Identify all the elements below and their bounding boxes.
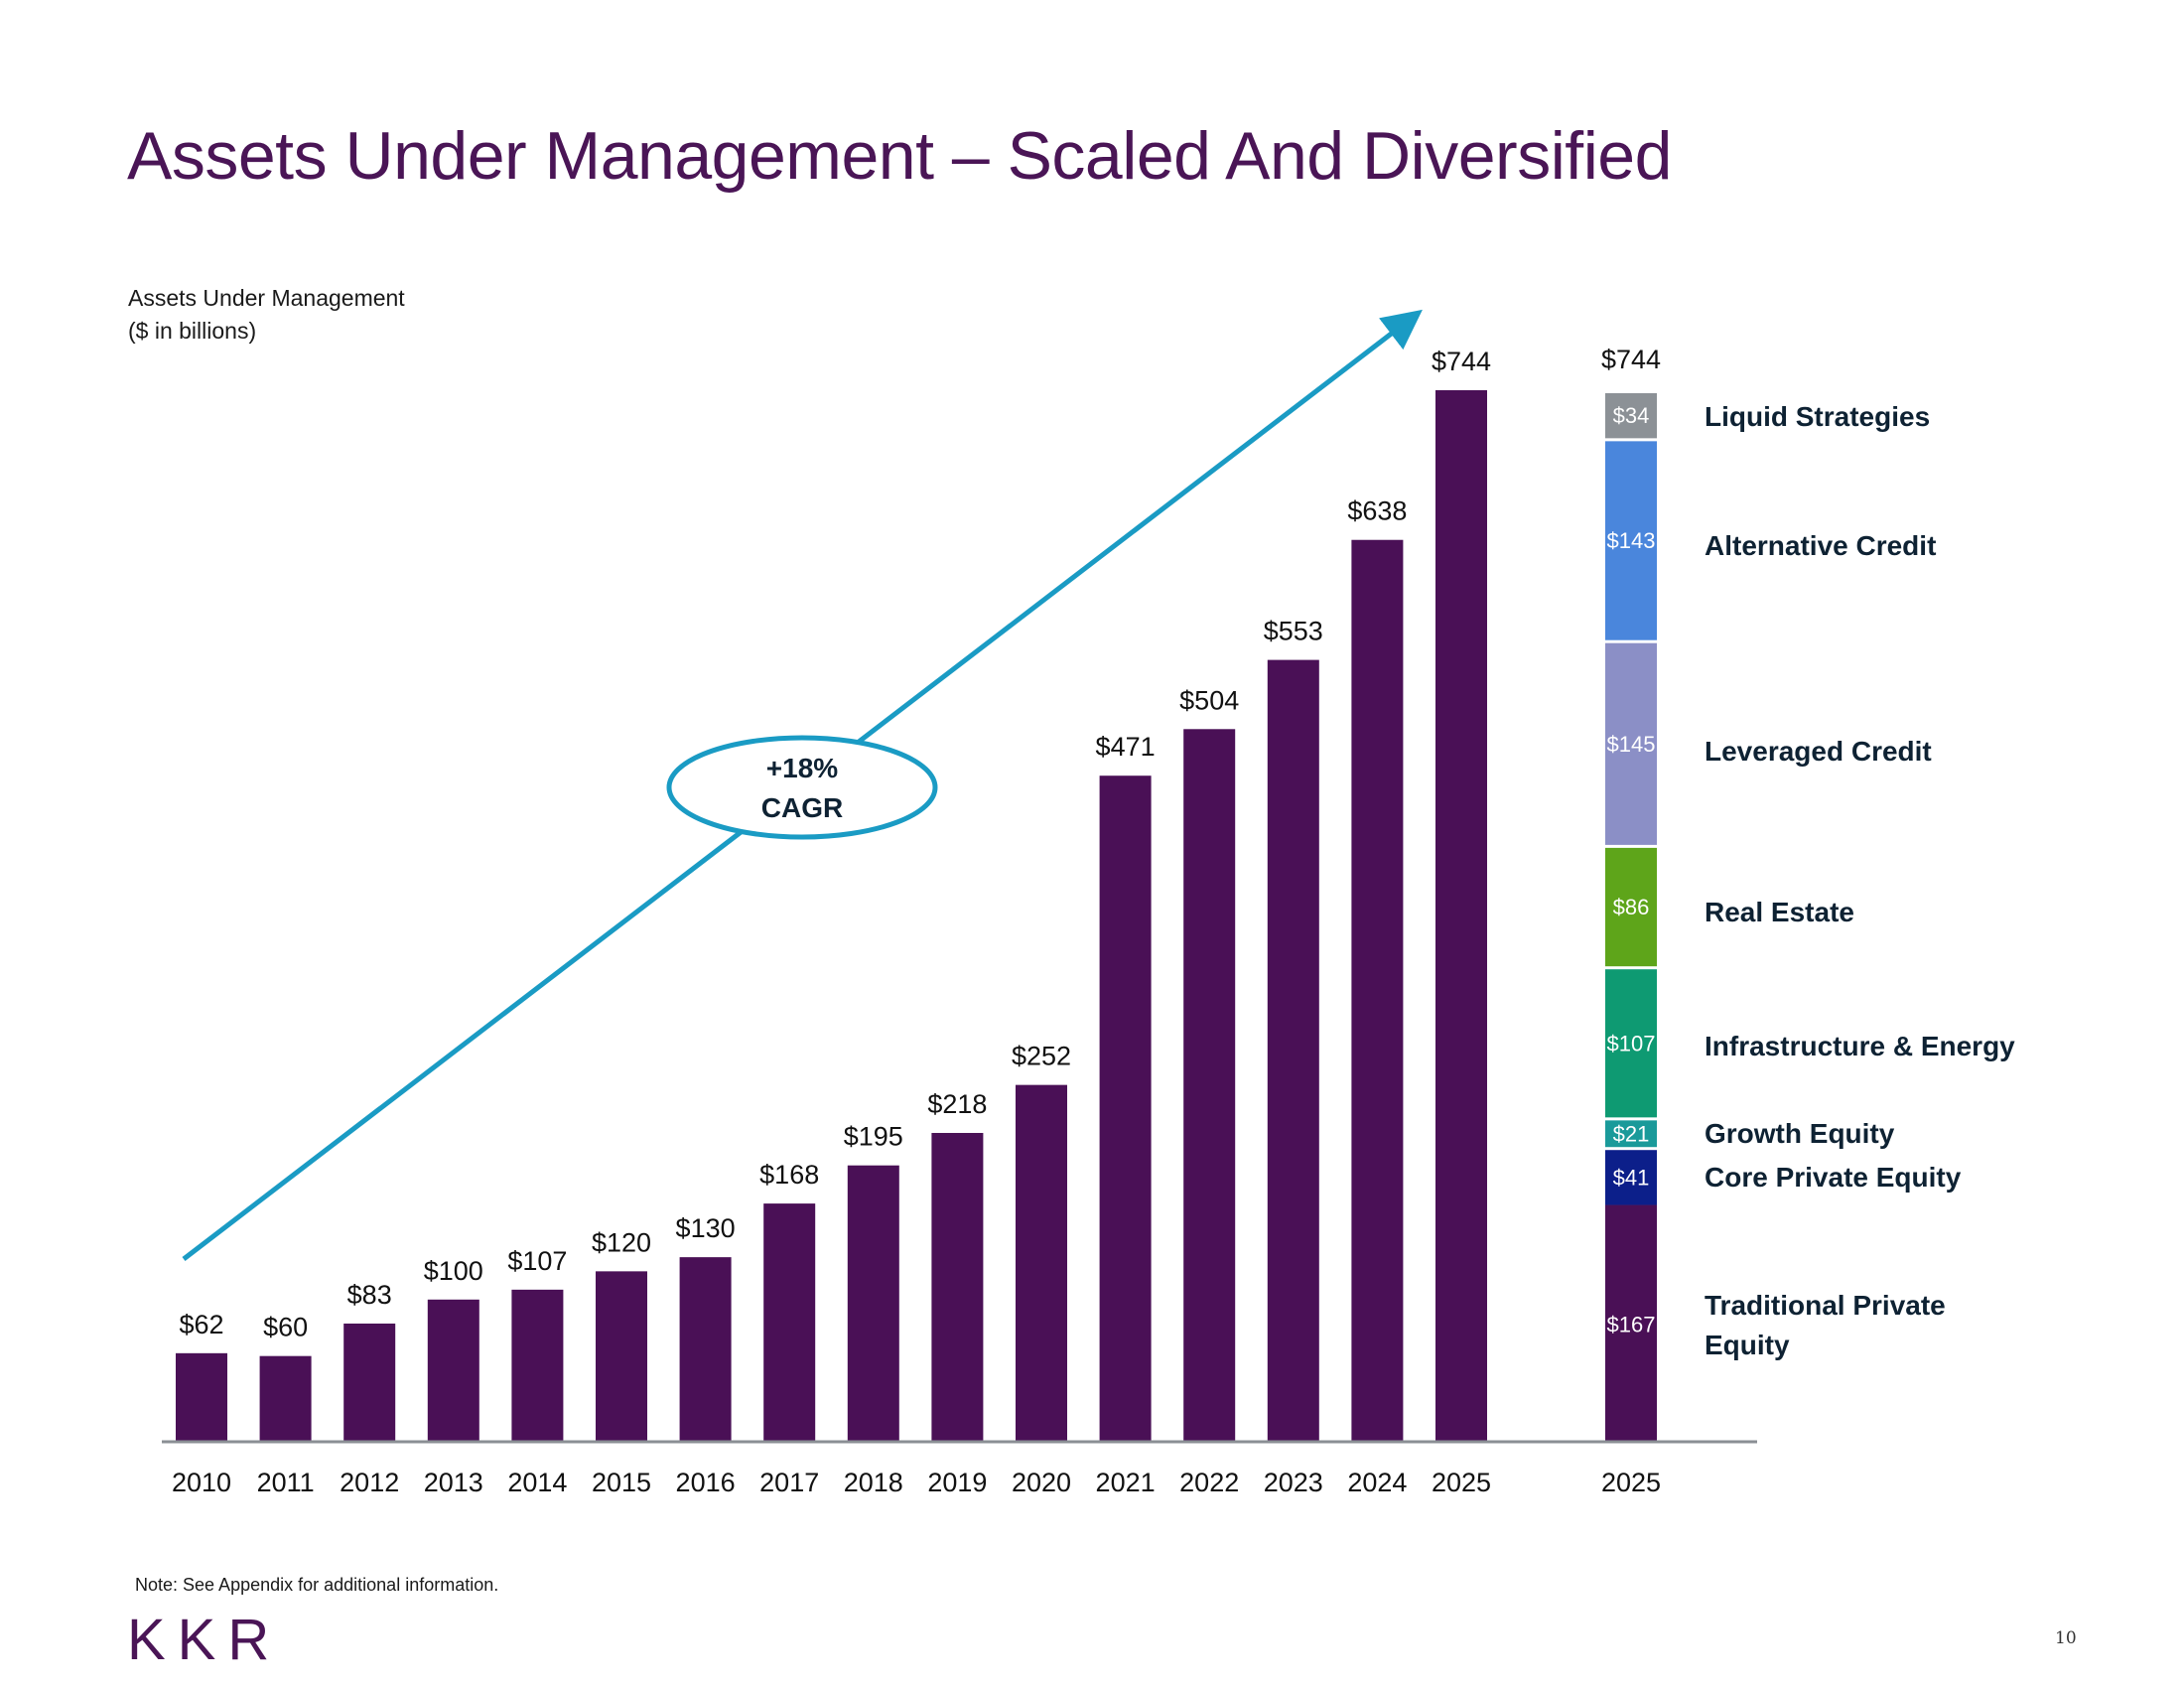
x-tick-label: 2024 xyxy=(1347,1468,1407,1497)
bar-2024 xyxy=(1351,539,1404,1441)
legend-item: Leveraged Credit xyxy=(1705,736,1932,767)
bar-2022 xyxy=(1183,729,1236,1441)
legend-item: Liquid Strategies xyxy=(1705,401,1931,432)
bar-2012 xyxy=(343,1323,396,1441)
stack-segment xyxy=(1605,1150,1657,1205)
legend-item: Real Estate xyxy=(1705,897,1854,927)
bar-value-label: $107 xyxy=(507,1246,567,1276)
stack-segment xyxy=(1605,1120,1657,1148)
stack-segment xyxy=(1605,642,1657,845)
bar-2011 xyxy=(259,1355,312,1441)
stack-segment xyxy=(1605,441,1657,640)
bar-value-label: $60 xyxy=(263,1313,308,1342)
bar-2020 xyxy=(1016,1084,1067,1441)
bar-2015 xyxy=(596,1271,647,1441)
chart-subtitle: Assets Under Management ($ in billions) xyxy=(128,282,405,348)
footnote: Note: See Appendix for additional inform… xyxy=(135,1575,499,1595)
bar-value-label: $130 xyxy=(676,1213,736,1243)
bar-value-label: $252 xyxy=(1012,1042,1071,1071)
bar-value-label: $168 xyxy=(759,1160,819,1190)
legend-item: Growth Equity xyxy=(1705,1118,1895,1149)
bar-value-label: $218 xyxy=(927,1089,987,1119)
kkr-logo: KKR xyxy=(127,1608,282,1672)
stack-segment-label: $86 xyxy=(1613,895,1650,919)
bar-value-label: $83 xyxy=(347,1280,392,1310)
x-tick-label: 2025 xyxy=(1601,1468,1661,1497)
x-tick-label: 2014 xyxy=(507,1468,567,1497)
stack-segment-label: $145 xyxy=(1607,732,1656,757)
bar-2021 xyxy=(1099,775,1152,1441)
bar-value-label: $638 xyxy=(1347,496,1407,526)
stack-segment xyxy=(1605,393,1657,439)
legend-item: Infrastructure & Energy xyxy=(1705,1031,2015,1061)
stack-segment-label: $167 xyxy=(1607,1312,1656,1336)
x-tick-label: 2025 xyxy=(1432,1468,1491,1497)
stack-segment xyxy=(1605,1204,1657,1441)
bar-2010 xyxy=(176,1352,227,1441)
x-tick-label: 2012 xyxy=(340,1468,399,1497)
bar-2013 xyxy=(427,1299,479,1441)
stack-segment-label: $41 xyxy=(1613,1165,1650,1190)
x-tick-label: 2018 xyxy=(844,1468,903,1497)
stack-segment xyxy=(1605,969,1657,1118)
bar-2018 xyxy=(847,1165,899,1441)
x-tick-label: 2016 xyxy=(676,1468,736,1497)
bar-2017 xyxy=(763,1203,816,1441)
stack-segment-label: $107 xyxy=(1607,1031,1656,1055)
page-number: 10 xyxy=(2055,1628,2077,1648)
x-tick-label: 2010 xyxy=(172,1468,231,1497)
bar-value-label: $504 xyxy=(1179,685,1239,715)
stack-total-label: $744 xyxy=(1601,345,1661,374)
cagr-value: +18% xyxy=(766,753,838,783)
x-tick-label: 2013 xyxy=(424,1468,483,1497)
stack-segment-label: $21 xyxy=(1613,1121,1650,1146)
cagr-ellipse xyxy=(666,735,938,840)
x-tick-label: 2011 xyxy=(257,1468,315,1497)
bar-2025 xyxy=(1435,390,1487,1441)
legend-item: Alternative Credit xyxy=(1705,530,1937,561)
bar-value-label: $744 xyxy=(1432,347,1491,376)
x-tick-label: 2015 xyxy=(592,1468,651,1497)
legend-item: Core Private Equity xyxy=(1705,1162,1962,1193)
legend-item: Traditional Private Equity xyxy=(1705,1290,1946,1360)
page-title: Assets Under Management – Scaled And Div… xyxy=(127,118,1672,194)
subtitle-line-1: Assets Under Management xyxy=(128,285,405,311)
x-tick-label: 2020 xyxy=(1012,1468,1071,1497)
bar-value-label: $195 xyxy=(844,1122,903,1152)
bar-value-label: $120 xyxy=(592,1227,651,1257)
x-tick-label: 2022 xyxy=(1179,1468,1239,1497)
x-tick-label: 2021 xyxy=(1096,1468,1156,1497)
cagr-annotation: +18% CAGR xyxy=(666,735,938,840)
x-tick-label: 2017 xyxy=(759,1468,819,1497)
cagr-label: CAGR xyxy=(761,792,843,823)
stack-segment xyxy=(1605,847,1657,967)
bar-value-label: $553 xyxy=(1264,617,1323,646)
bar-value-label: $100 xyxy=(424,1256,483,1286)
subtitle-line-2: ($ in billions) xyxy=(128,318,257,344)
bar-2016 xyxy=(679,1257,732,1441)
stack-segment-label: $143 xyxy=(1607,528,1656,553)
bar-2023 xyxy=(1267,659,1319,1441)
bar-2014 xyxy=(511,1289,564,1441)
bar-value-label: $62 xyxy=(179,1310,223,1339)
x-tick-label: 2019 xyxy=(927,1468,987,1497)
bar-value-label: $471 xyxy=(1096,732,1156,762)
stack-segment-label: $34 xyxy=(1613,403,1650,428)
x-tick-label: 2023 xyxy=(1264,1468,1323,1497)
bar-2019 xyxy=(931,1132,984,1441)
